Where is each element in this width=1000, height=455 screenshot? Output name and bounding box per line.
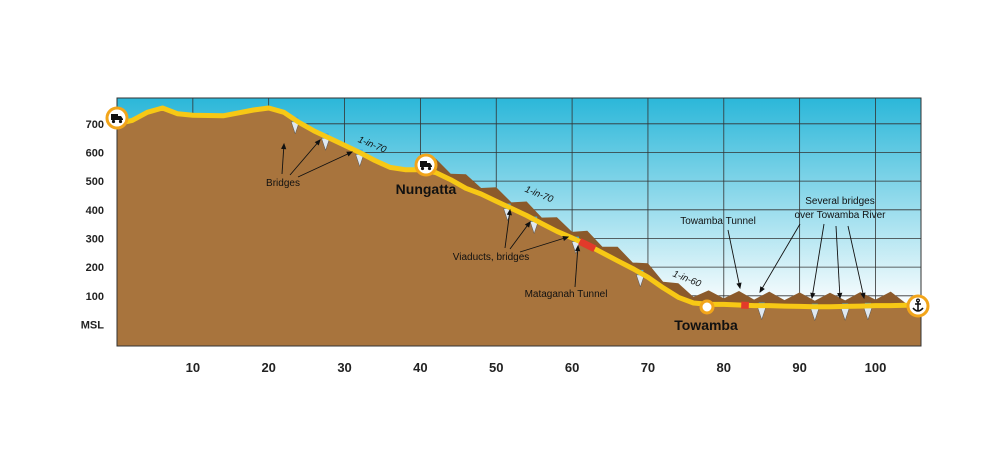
annotation-arrowhead bbox=[860, 292, 866, 300]
annotation-mataganah-tunnel: Mataganah Tunnel bbox=[525, 289, 608, 300]
y-tick-label: 700 bbox=[86, 119, 104, 131]
x-tick-label: 50 bbox=[489, 360, 503, 375]
x-tick-label: 100 bbox=[865, 360, 887, 375]
annotation-viaducts-bridges: Viaducts, bridges bbox=[453, 252, 530, 263]
x-axis-labels: 10 20 30 40 50 60 70 80 90 100 bbox=[186, 360, 887, 375]
y-tick-label: 500 bbox=[86, 176, 104, 188]
anchor-icon bbox=[906, 294, 930, 318]
annotation-arrowhead bbox=[562, 236, 570, 242]
annotation-arrow bbox=[509, 221, 531, 250]
annotation-arrow bbox=[759, 223, 801, 293]
annotation-arrow bbox=[811, 223, 825, 299]
tunnel-markers bbox=[578, 238, 749, 309]
annotation-arrow bbox=[504, 209, 511, 249]
annotation-arrow bbox=[297, 151, 353, 178]
annotation-arrow bbox=[519, 236, 569, 253]
annotation-arrow bbox=[727, 229, 741, 289]
annotation-arrowhead bbox=[759, 286, 765, 293]
place-label-nungatta: Nungatta bbox=[396, 181, 457, 197]
annotation-arrowhead bbox=[281, 142, 287, 150]
x-tick-label: 90 bbox=[792, 360, 806, 375]
annotation-arrowhead bbox=[837, 292, 843, 300]
annotation-towamba-tunnel: Towamba Tunnel bbox=[680, 216, 756, 227]
annotation-arrowhead bbox=[346, 151, 354, 157]
annotation-arrow bbox=[574, 245, 579, 288]
y-tick-label: 200 bbox=[86, 262, 104, 274]
x-tick-label: 80 bbox=[717, 360, 731, 375]
y-tick-label: 400 bbox=[86, 205, 104, 217]
annotation-arrowhead bbox=[736, 282, 742, 290]
y-tick-label: 100 bbox=[86, 291, 104, 303]
annotation-several-bridges-line1: Several bridges bbox=[805, 196, 874, 207]
station-marker-towamba bbox=[699, 299, 715, 315]
truck-icon bbox=[105, 106, 129, 130]
railway-route-line bbox=[114, 105, 924, 310]
place-label-towamba: Towamba bbox=[674, 317, 738, 333]
y-axis-labels: MSL 100 200 300 400 500 600 700 bbox=[81, 119, 105, 332]
truck-icon bbox=[414, 153, 438, 177]
x-tick-label: 20 bbox=[261, 360, 275, 375]
annotation-arrows bbox=[281, 139, 866, 300]
tunnel-marker bbox=[578, 238, 597, 252]
annotation-arrowhead bbox=[524, 221, 531, 228]
x-tick-label: 10 bbox=[186, 360, 200, 375]
x-tick-label: 60 bbox=[565, 360, 579, 375]
y-tick-label: 300 bbox=[86, 233, 104, 245]
annotation-arrowhead bbox=[314, 139, 321, 146]
y-tick-label: MSL bbox=[81, 319, 105, 331]
annotation-several-bridges-line2: over Towamba River bbox=[795, 210, 887, 221]
annotation-bridges: Bridges bbox=[266, 178, 300, 189]
annotation-arrowhead bbox=[575, 244, 581, 252]
annotation-arrow bbox=[835, 225, 841, 299]
x-tick-label: 70 bbox=[641, 360, 655, 375]
y-tick-label: 600 bbox=[86, 147, 104, 159]
annotation-arrowhead bbox=[506, 208, 512, 216]
plot-frame bbox=[116, 97, 922, 347]
annotation-arrow bbox=[289, 139, 321, 176]
x-tick-label: 40 bbox=[413, 360, 427, 375]
annotation-arrow bbox=[847, 225, 865, 299]
x-tick-label: 30 bbox=[337, 360, 351, 375]
annotation-arrowhead bbox=[810, 292, 816, 300]
